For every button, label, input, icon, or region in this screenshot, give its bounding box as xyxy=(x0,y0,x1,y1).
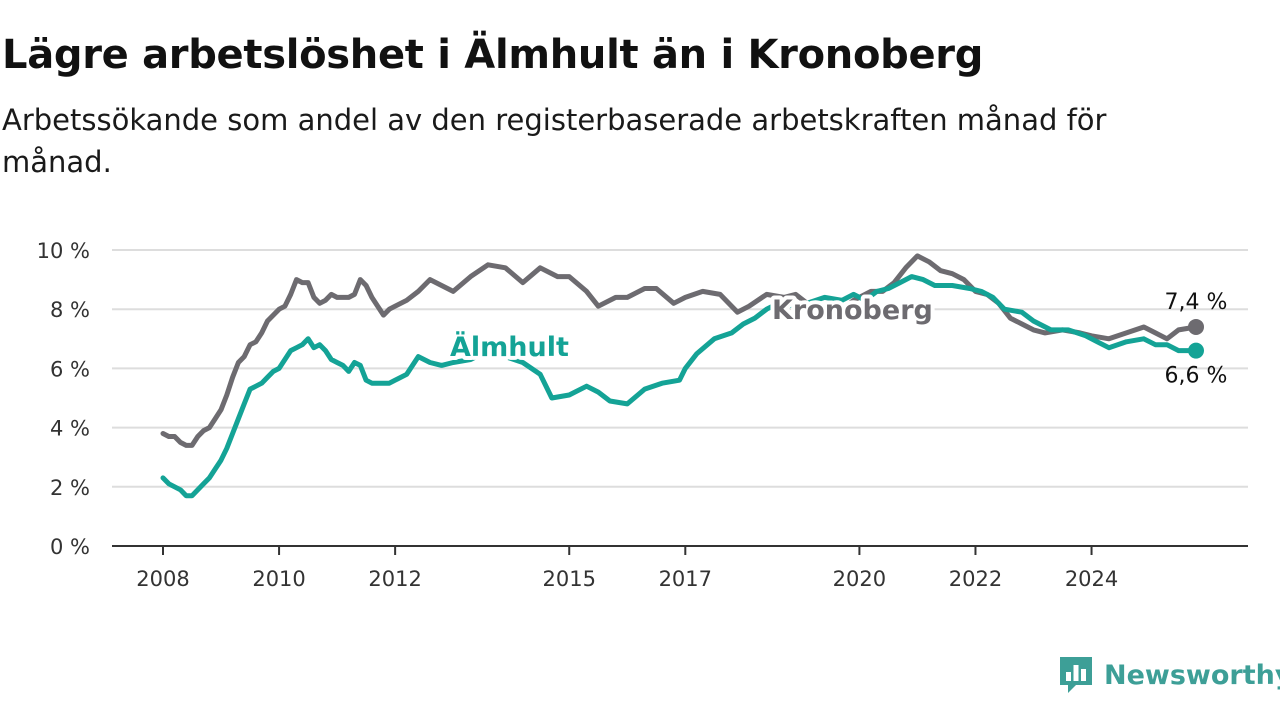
y-axis-tick-labels: 0 % 2 % 4 % 6 % 8 % 10 % xyxy=(37,239,90,559)
series-label-almhult: Älmhult xyxy=(450,331,569,363)
y-tick-label: 6 % xyxy=(50,357,90,381)
series-line-kronoberg xyxy=(160,253,1199,448)
series-label-kronoberg: Kronoberg xyxy=(772,295,933,326)
newsworthy-brand: Newsworthy xyxy=(1058,655,1280,695)
y-tick-label: 2 % xyxy=(50,476,90,500)
x-tick-label: 2020 xyxy=(833,567,886,591)
chart-subtitle: Arbetssökande som andel av den registerb… xyxy=(2,103,1107,179)
x-tick-label: 2008 xyxy=(136,567,189,591)
y-tick-label: 10 % xyxy=(37,239,90,263)
end-point-almhult xyxy=(1188,342,1204,359)
x-axis: 2008 2010 2012 2015 2017 2020 2022 2024 xyxy=(112,545,1248,591)
y-tick-label: 8 % xyxy=(50,298,90,322)
end-point-kronoberg xyxy=(1188,318,1204,335)
series-label-halo-almhult: Älmhult xyxy=(450,331,569,363)
x-tick-label: 2022 xyxy=(949,567,1002,591)
x-tick-label: 2010 xyxy=(252,567,305,591)
end-value-label-kronoberg: 7,4 % xyxy=(1165,290,1228,315)
y-tick-label: 4 % xyxy=(50,417,90,441)
x-tick-label: 2024 xyxy=(1065,567,1118,591)
brand-name: Newsworthy xyxy=(1104,659,1280,691)
x-tick-label: 2015 xyxy=(543,567,596,591)
x-tick-label: 2012 xyxy=(368,567,421,591)
newsworthy-logo-icon xyxy=(1060,657,1092,693)
series-lines xyxy=(160,253,1204,499)
y-tick-label: 0 % xyxy=(50,535,90,559)
series-label-halo-kronoberg: Kronoberg xyxy=(772,295,933,326)
x-tick-label: 2017 xyxy=(659,567,712,591)
chart-title: Lägre arbetslöshet i Älmhult än i Kronob… xyxy=(2,32,984,78)
series-line-almhult xyxy=(160,274,1199,499)
grid-lines xyxy=(112,249,1248,488)
end-value-label-almhult: 6,6 % xyxy=(1165,364,1228,389)
